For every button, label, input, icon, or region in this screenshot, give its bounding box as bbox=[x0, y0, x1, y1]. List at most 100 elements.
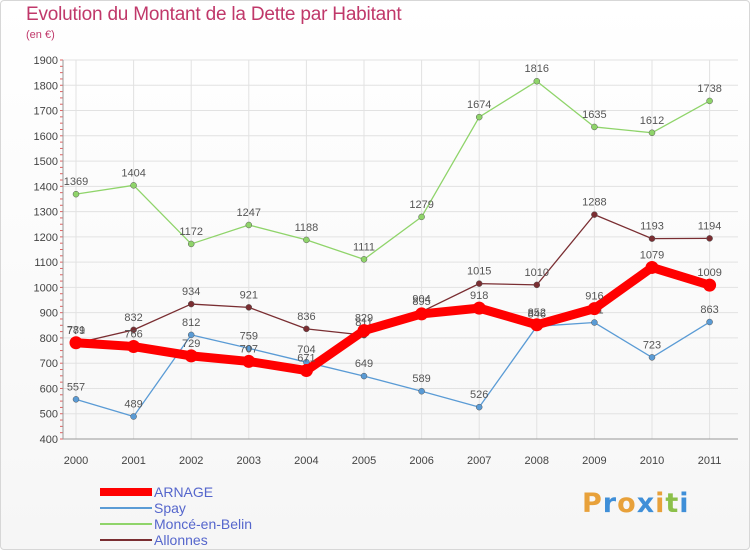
data-label: 671 bbox=[297, 353, 315, 365]
y-tick-label: 800 bbox=[40, 333, 58, 345]
data-label: 836 bbox=[297, 311, 315, 323]
data-point bbox=[533, 77, 541, 85]
data-label: 1009 bbox=[697, 267, 721, 279]
data-point bbox=[127, 340, 141, 354]
legend-swatch bbox=[100, 488, 152, 496]
data-label: 1247 bbox=[237, 207, 261, 219]
data-point bbox=[303, 236, 310, 244]
x-tick-label: 2009 bbox=[582, 455, 606, 467]
y-tick-label: 1400 bbox=[34, 181, 58, 193]
data-point bbox=[591, 123, 598, 131]
data-label: 934 bbox=[182, 286, 200, 298]
y-tick-label: 1700 bbox=[34, 106, 58, 118]
data-point bbox=[357, 324, 371, 338]
data-label: 723 bbox=[643, 339, 661, 351]
legend-item: ARNAGE bbox=[100, 484, 252, 500]
data-point bbox=[530, 318, 544, 332]
data-label: 704 bbox=[297, 344, 315, 356]
data-label: 1369 bbox=[64, 176, 88, 188]
data-point bbox=[648, 235, 656, 242]
data-point bbox=[299, 364, 313, 378]
data-point bbox=[475, 403, 483, 411]
data-point bbox=[72, 396, 80, 403]
data-point bbox=[418, 387, 425, 395]
data-point bbox=[187, 300, 195, 308]
data-label: 1010 bbox=[525, 267, 549, 279]
data-point bbox=[475, 280, 483, 287]
data-label: 1015 bbox=[467, 266, 491, 278]
data-point bbox=[130, 182, 137, 189]
data-label: 1079 bbox=[640, 249, 664, 261]
y-tick-label: 1300 bbox=[34, 207, 58, 219]
legend-label: Moncé-en-Belin bbox=[154, 516, 253, 532]
data-point bbox=[472, 301, 486, 315]
y-tick-label: 1500 bbox=[34, 156, 58, 168]
legend-item: Spay bbox=[100, 500, 252, 516]
x-tick-label: 2006 bbox=[409, 455, 433, 467]
data-point bbox=[703, 278, 717, 292]
data-label: 1111 bbox=[353, 241, 375, 253]
legend-label: Allonnes bbox=[154, 532, 208, 548]
series-line-arnage bbox=[71, 262, 715, 376]
data-label: 1612 bbox=[640, 115, 664, 127]
data-label: 1816 bbox=[525, 63, 549, 75]
data-label: 1404 bbox=[121, 167, 145, 179]
data-label: 829 bbox=[355, 313, 373, 325]
data-label: 779 bbox=[67, 325, 85, 337]
data-point bbox=[706, 235, 713, 242]
data-label: 852 bbox=[528, 307, 546, 319]
data-label: 766 bbox=[124, 329, 142, 341]
data-point bbox=[587, 302, 601, 316]
data-point bbox=[648, 354, 656, 361]
data-label: 759 bbox=[240, 330, 258, 342]
data-label: 863 bbox=[700, 304, 718, 316]
data-point bbox=[130, 413, 137, 420]
chart-subtitle: (en €) bbox=[26, 29, 55, 41]
series-line-spay bbox=[75, 321, 711, 418]
data-label: 781 bbox=[67, 325, 85, 337]
data-label: 1188 bbox=[295, 222, 319, 234]
data-label: 1674 bbox=[467, 99, 491, 111]
data-point bbox=[72, 190, 80, 198]
data-point bbox=[418, 213, 425, 221]
data-label: 895 bbox=[412, 296, 430, 308]
data-label: 1172 bbox=[179, 226, 203, 238]
y-tick-label: 600 bbox=[40, 383, 58, 395]
data-label: 1635 bbox=[582, 109, 606, 121]
data-point bbox=[245, 304, 253, 311]
data-label: 707 bbox=[240, 343, 258, 355]
data-point bbox=[69, 336, 83, 350]
data-label: 916 bbox=[585, 291, 603, 303]
data-label: 649 bbox=[355, 358, 373, 370]
data-point bbox=[706, 318, 713, 326]
y-tick-label: 700 bbox=[40, 358, 58, 370]
y-tick-label: 1100 bbox=[34, 257, 58, 269]
legend-item: Allonnes bbox=[100, 532, 252, 548]
proxiti-logo: Proxiti bbox=[582, 488, 690, 519]
x-tick-label: 2001 bbox=[121, 455, 145, 467]
y-tick-label: 1000 bbox=[34, 282, 58, 294]
y-tick-label: 1900 bbox=[34, 55, 58, 67]
data-point bbox=[533, 281, 541, 289]
data-point bbox=[187, 331, 195, 339]
x-tick-label: 2004 bbox=[294, 455, 318, 467]
data-label: 589 bbox=[412, 373, 430, 385]
x-tick-label: 2005 bbox=[352, 455, 376, 467]
data-point bbox=[130, 326, 137, 334]
data-point bbox=[591, 319, 598, 326]
y-tick-label: 400 bbox=[40, 434, 58, 446]
data-label: 1193 bbox=[640, 221, 664, 233]
x-tick-label: 2002 bbox=[179, 455, 203, 467]
data-label: 904 bbox=[412, 294, 430, 306]
data-point bbox=[706, 97, 713, 105]
data-point bbox=[360, 256, 368, 263]
data-label: 729 bbox=[182, 338, 200, 350]
x-tick-label: 2011 bbox=[698, 455, 722, 467]
data-point bbox=[648, 129, 656, 137]
x-tick-label: 2010 bbox=[640, 455, 664, 467]
legend-swatch bbox=[100, 523, 152, 525]
data-point bbox=[591, 211, 598, 218]
data-point bbox=[645, 260, 659, 274]
